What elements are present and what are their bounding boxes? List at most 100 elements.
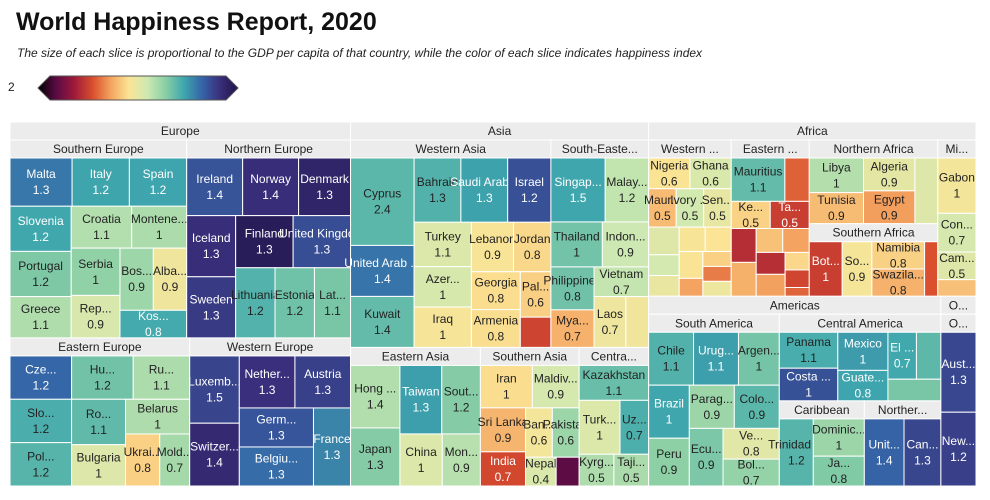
country-guatemala-tile[interactable] (837, 369, 889, 402)
country-georgia-tile[interactable] (470, 271, 521, 311)
country-gabon-tile[interactable] (937, 157, 977, 214)
country-australia-tile[interactable] (940, 331, 977, 413)
country-zambia-tile[interactable] (784, 157, 810, 202)
country-trinidad-and-tobago-tile[interactable] (778, 418, 814, 487)
country-italy-tile[interactable] (71, 157, 130, 207)
country-rwanda-tile[interactable] (755, 251, 786, 275)
country-colombia-tile[interactable] (733, 384, 780, 429)
country-comoros-tile[interactable] (730, 261, 757, 297)
country-brazil-tile[interactable] (648, 384, 690, 439)
country-ecuador-tile[interactable] (688, 427, 724, 487)
country-botswana-tile[interactable] (808, 241, 843, 297)
country-czech-republic-tile[interactable] (9, 355, 73, 400)
country-gambia-tile[interactable] (678, 251, 704, 279)
country-algeria-tile[interactable] (863, 157, 916, 192)
country-ukraine-tile[interactable] (125, 433, 161, 487)
country-romania-tile[interactable] (71, 398, 127, 446)
country-burkina-faso-tile[interactable] (678, 226, 706, 253)
country-turkmenistan-tile[interactable] (578, 399, 621, 455)
country-denmark-tile[interactable] (298, 157, 352, 217)
country-new-zealand-tile[interactable] (940, 411, 977, 487)
country-belgium-tile[interactable] (238, 446, 314, 487)
country-south-korea-tile[interactable] (441, 364, 481, 435)
country-japan-tile[interactable] (350, 427, 401, 487)
country-slovakia-tile[interactable] (9, 398, 73, 444)
country-cyprus-tile[interactable] (350, 157, 415, 246)
country-singapore-tile[interactable] (550, 157, 606, 223)
country-lesotho-tile[interactable] (924, 241, 939, 297)
country-yemen-tile[interactable] (519, 316, 552, 348)
country-palestinian-territories-tile[interactable] (519, 271, 552, 318)
country-mongolia-tile[interactable] (441, 433, 481, 487)
country-bulgaria-tile[interactable] (71, 444, 127, 487)
country-republic-of-north-macedonia-tile[interactable] (70, 294, 121, 339)
country-taiwan-tile[interactable] (399, 364, 443, 435)
country-estonia-tile[interactable] (274, 267, 315, 339)
country-malta-tile[interactable] (9, 157, 73, 207)
country-jordan-tile[interactable] (512, 221, 552, 273)
country-tunisia-tile[interactable] (808, 192, 865, 225)
country-uruguay-tile[interactable] (693, 331, 739, 386)
country-netherlands-tile[interactable] (238, 355, 296, 409)
country-uganda-tile[interactable] (755, 227, 784, 253)
country-laos-tile[interactable] (593, 296, 627, 348)
country-mali-tile[interactable] (704, 226, 732, 253)
country-peru-tile[interactable] (648, 437, 690, 487)
country-togo-tile[interactable] (678, 277, 704, 297)
country-united-arab-emirates-tile[interactable] (350, 244, 415, 297)
country-south-africa-tile[interactable] (841, 241, 873, 297)
country-canada-tile[interactable] (903, 418, 942, 487)
country-poland-tile[interactable] (9, 442, 73, 487)
country-mozambique-tile[interactable] (784, 251, 810, 271)
country-madagascar-tile[interactable] (755, 273, 786, 297)
country-bahrain-tile[interactable] (413, 157, 462, 223)
country-ethiopia-tile[interactable] (782, 227, 810, 253)
country-bosnia-and-herzegovina-tile[interactable] (119, 247, 154, 311)
country-luxembourg-tile[interactable] (189, 355, 240, 424)
country-germany-tile[interactable] (238, 407, 314, 448)
country-bangladesh-tile[interactable] (525, 407, 553, 458)
country-latvia-tile[interactable] (313, 267, 352, 339)
country-costa-rica-tile[interactable] (778, 367, 839, 402)
country-nicaragua-tile[interactable] (915, 331, 942, 380)
country-israel-tile[interactable] (507, 157, 552, 223)
country-kazakhstan-tile[interactable] (578, 364, 650, 401)
country-france-tile[interactable] (312, 407, 352, 487)
country-moldova-tile[interactable] (159, 433, 191, 487)
country-switzerland-tile[interactable] (189, 422, 240, 487)
country-honduras-tile[interactable] (887, 378, 942, 402)
country-argentina-tile[interactable] (737, 331, 780, 386)
country-pakistan-tile[interactable] (551, 407, 580, 458)
country-spain-tile[interactable] (128, 157, 188, 207)
country-panama-tile[interactable] (778, 331, 839, 369)
country-austria-tile[interactable] (294, 355, 352, 409)
country-sweden-tile[interactable] (186, 276, 237, 339)
country-chile-tile[interactable] (648, 331, 695, 386)
country-niger-tile[interactable] (702, 280, 732, 297)
country-saudi-arabia-tile[interactable] (460, 157, 509, 223)
country-nepal-tile[interactable] (525, 456, 557, 487)
country-congo-brazzaville-tile[interactable] (937, 212, 977, 253)
country-lebanon-tile[interactable] (470, 221, 514, 273)
country-chad-tile[interactable] (937, 279, 977, 297)
country-serbia-tile[interactable] (70, 247, 121, 296)
country-cameroon-tile[interactable] (937, 251, 977, 281)
country-hong-kong-tile[interactable] (350, 364, 401, 429)
country-sierra-leone-tile[interactable] (702, 265, 732, 282)
country-liberia-tile[interactable] (702, 251, 732, 267)
country-morocco-tile[interactable] (914, 157, 939, 225)
country-el-salvador-tile[interactable] (887, 331, 917, 380)
country-swaziland-tile[interactable] (871, 268, 926, 297)
country-ivory-coast-tile[interactable] (675, 188, 705, 228)
country-jamaica-tile[interactable] (812, 455, 865, 487)
country-china-tile[interactable] (399, 433, 443, 487)
country-tanzania-tile[interactable] (769, 200, 810, 229)
country-senegal-tile[interactable] (703, 188, 732, 228)
country-zimbabwe-tile[interactable] (730, 227, 757, 263)
country-united-kingdom-tile[interactable] (292, 215, 352, 269)
country-malawi-tile[interactable] (784, 269, 810, 288)
country-benin-tile[interactable] (648, 254, 680, 277)
country-kuwait-tile[interactable] (350, 295, 415, 348)
country-lithuania-tile[interactable] (235, 267, 276, 339)
country-bolivia-tile[interactable] (722, 458, 780, 487)
